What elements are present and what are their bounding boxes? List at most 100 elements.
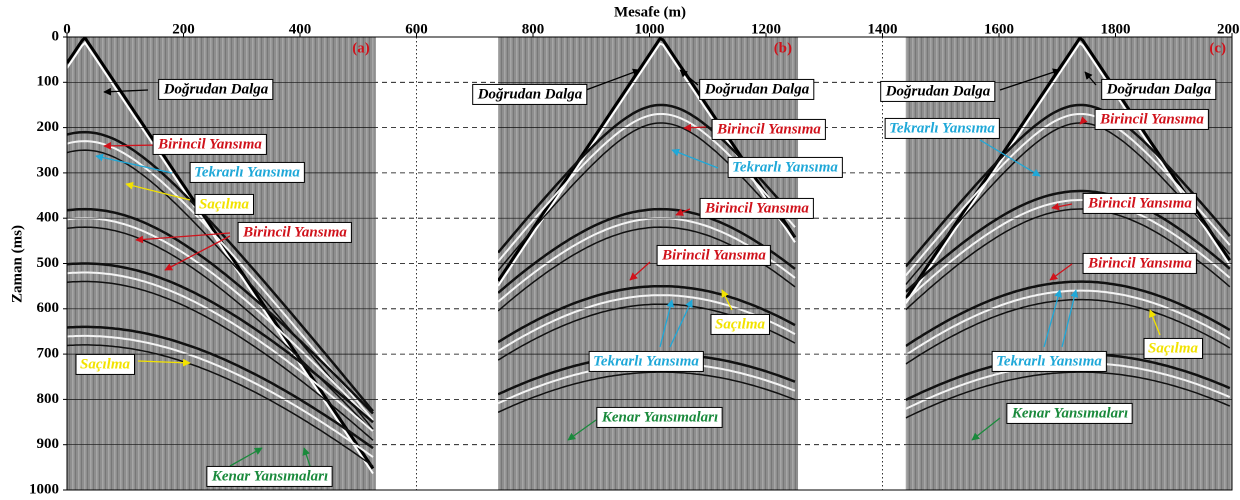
annotation-box: [206, 465, 333, 487]
annotation-arrow: [999, 68, 1061, 91]
reflection-event: [498, 371, 796, 413]
reflection-event: [67, 130, 374, 413]
annotation-arrow: [1148, 309, 1161, 336]
y-tick-label: 1000: [29, 481, 59, 497]
annotation-box: [727, 156, 843, 178]
annotation-box: [189, 161, 305, 183]
reflection-event: [67, 271, 374, 433]
reflection-event: [905, 280, 1231, 348]
annotation-text: Birincil Yansıma: [1087, 195, 1192, 211]
reflection-event: [905, 103, 1231, 268]
annotation-text: Tekrarlı Yansıma: [732, 159, 838, 175]
annotation-box: [152, 133, 267, 155]
reflection-event: [67, 262, 374, 424]
annotation-arrow: [95, 153, 173, 174]
annotation-box: [237, 221, 352, 243]
annotation-text: Birincil Yansıma: [716, 121, 821, 137]
annotation-arrow: [679, 69, 699, 86]
annotation-box: [884, 117, 1000, 139]
reflection-event: [67, 149, 374, 430]
y-tick-label: 100: [37, 74, 60, 90]
annotation-arrow: [659, 299, 675, 348]
y-tick-label: 0: [52, 28, 60, 44]
annotation-text: Saçılma: [199, 196, 250, 212]
x-tick-label: 800: [522, 21, 545, 37]
annotation-arrow: [302, 447, 311, 467]
annotation-text: Doğrudan Dalga: [1106, 81, 1212, 97]
y-tick-label: 600: [37, 300, 60, 316]
direct-wave: [905, 37, 1232, 300]
annotation-box: [1006, 402, 1133, 424]
annotation-text: Tekrarlı Yansıma: [996, 353, 1102, 369]
annotation-box: [596, 406, 723, 428]
plot-frame: [66, 36, 1233, 491]
annotation-arrow: [229, 447, 263, 467]
annotation-arrow: [135, 232, 231, 244]
annotation-arrow: [671, 148, 719, 169]
reflection-event: [67, 325, 374, 450]
annotation-text: Tekrarlı Yansıma: [889, 120, 995, 136]
reflection-event: [498, 294, 796, 352]
annotation-box: [1094, 108, 1209, 130]
annotation-arrow: [971, 417, 1001, 441]
annotation-box: [75, 353, 135, 375]
panel-label: (b): [774, 40, 792, 56]
annotation-arrow: [1079, 116, 1088, 125]
annotation-box: [1143, 337, 1203, 359]
annotation-arrow: [1061, 289, 1079, 348]
annotation-text: Kenar Yansımaları: [601, 409, 718, 425]
x-tick-label: 0: [63, 21, 71, 37]
reflection-event: [498, 122, 796, 272]
annotation-arrow: [567, 419, 597, 441]
annotation-box: [991, 350, 1107, 372]
panel-label: (c): [1209, 40, 1226, 56]
x-tick-label: 200: [172, 21, 195, 37]
y-tick-label: 500: [37, 255, 60, 271]
annotation-text: Doğrudan Dalga: [163, 81, 269, 97]
y-tick-label: 700: [37, 346, 60, 362]
reflection-event: [67, 207, 374, 415]
annotation-box: [158, 78, 274, 100]
reflection-event: [498, 284, 796, 344]
annotation-arrow: [629, 261, 651, 281]
x-tick-label: 1200: [751, 21, 781, 37]
annotation-box: [1101, 78, 1217, 100]
annotation-arrow: [683, 123, 707, 132]
reflection-event: [498, 217, 796, 303]
x-tick-label: 400: [289, 21, 312, 37]
annotation-box: [711, 118, 826, 140]
annotation-text: Tekrarlı Yansıma: [194, 164, 300, 180]
annotation-box: [880, 80, 996, 102]
annotation-text: Doğrudan Dalga: [704, 81, 810, 97]
reflection-event: [905, 289, 1231, 356]
reflection-event: [905, 298, 1231, 365]
annotation-arrow: [585, 68, 641, 91]
annotation-text: Saçılma: [80, 356, 131, 372]
reflection-event: [905, 189, 1231, 293]
annotation-text: Kenar Yansımaları: [1011, 405, 1128, 421]
reflection-event: [67, 344, 374, 467]
y-tick-label: 800: [37, 391, 60, 407]
reflection-event: [905, 113, 1231, 277]
annotation-box: [1082, 192, 1197, 214]
x-tick-label: 1800: [1101, 21, 1131, 37]
annotation-arrow: [1084, 71, 1097, 86]
annotation-arrow: [103, 141, 159, 150]
reflection-event: [905, 199, 1231, 302]
annotation-arrow: [1051, 202, 1073, 211]
annotation-arrow: [103, 87, 149, 96]
x-tick-label: 1600: [984, 21, 1014, 37]
annotation-box: [1082, 252, 1197, 274]
x-tick-label: 600: [405, 21, 428, 37]
annotation-text: Birincil Yansıma: [661, 247, 766, 263]
x-tick-label: 1000: [635, 21, 665, 37]
annotation-arrow: [164, 235, 231, 271]
annotation-text: Tekrarlı Yansıma: [593, 353, 699, 369]
annotation-text: Birincil Yansıma: [157, 136, 262, 152]
y-tick-label: 900: [37, 436, 60, 452]
annotation-box: [588, 350, 704, 372]
annotation-arrow: [1049, 263, 1073, 281]
annotation-box: [699, 78, 815, 100]
